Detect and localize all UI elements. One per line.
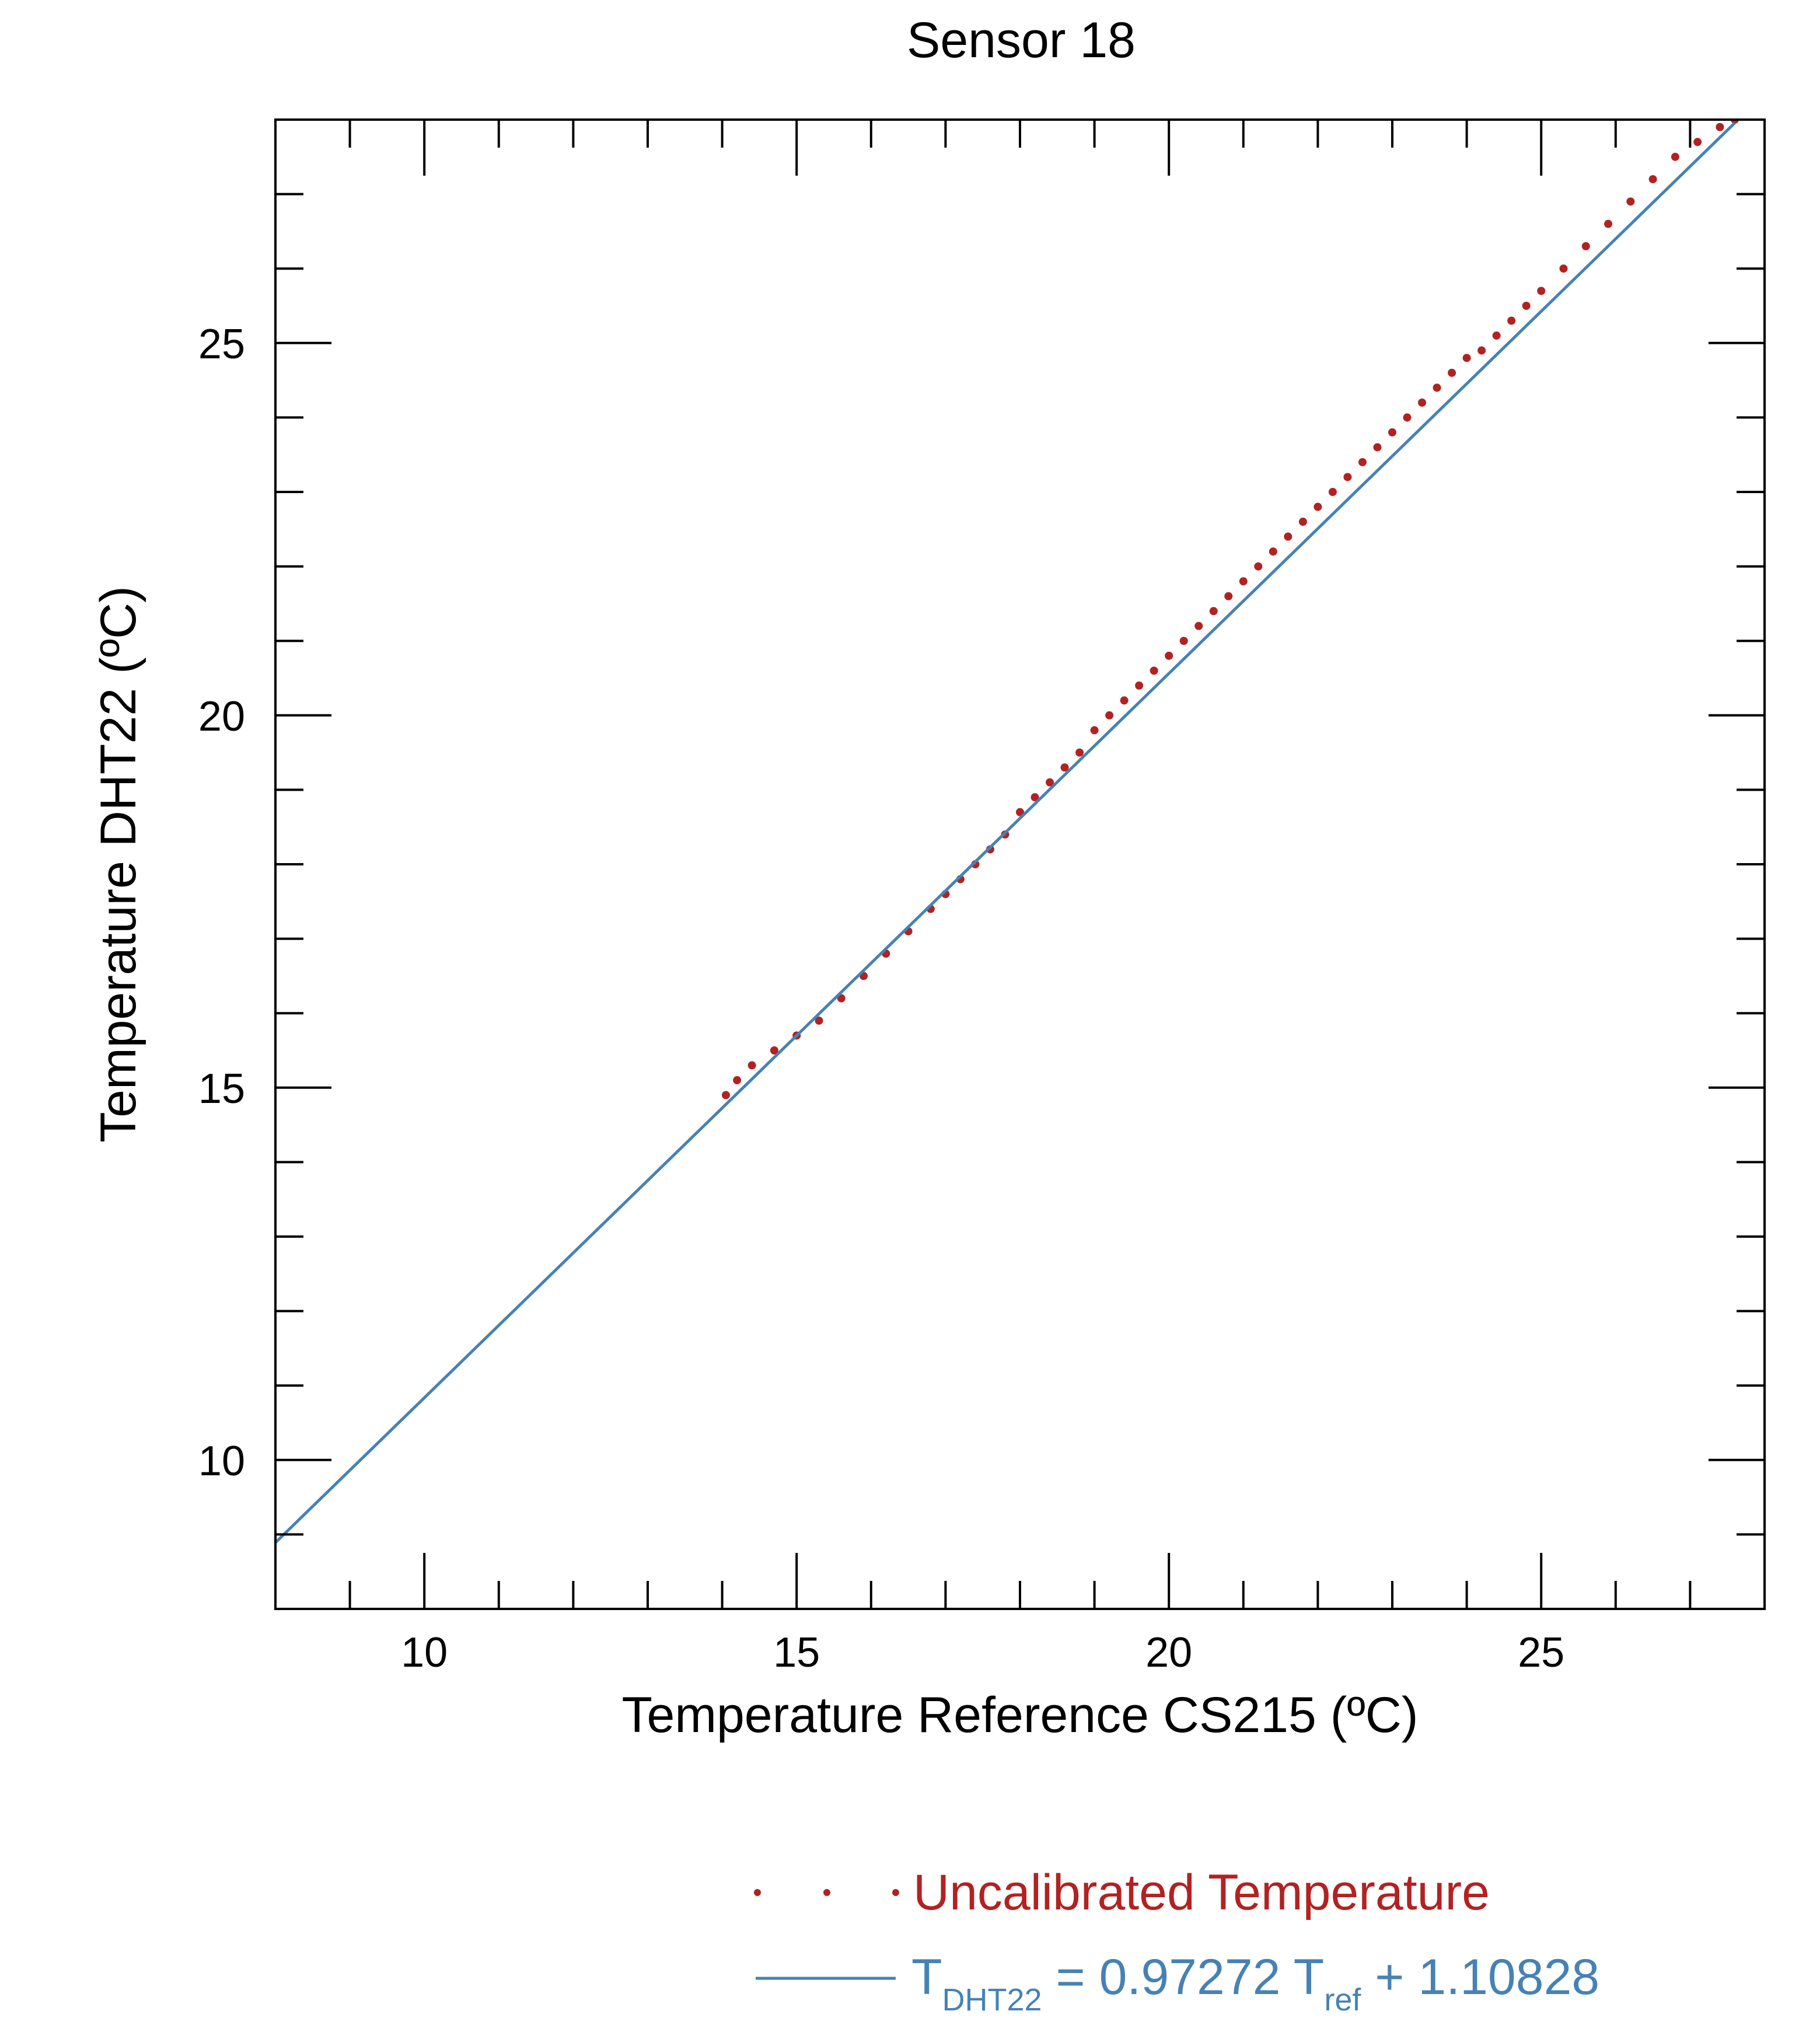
legend-line-eq-end: + 1.10828 bbox=[1361, 1949, 1599, 2005]
data-point bbox=[1626, 197, 1635, 206]
data-point bbox=[815, 1016, 823, 1025]
legend-points-marker bbox=[754, 1889, 899, 1896]
y-tick-label: 25 bbox=[198, 321, 245, 368]
data-point bbox=[1030, 793, 1039, 802]
y-tick-labels: 10 15 20 25 bbox=[198, 321, 245, 1485]
legend-point-3 bbox=[892, 1889, 899, 1896]
data-point bbox=[1507, 316, 1516, 325]
y-tick-label: 15 bbox=[198, 1066, 245, 1112]
fit-line-layer bbox=[275, 121, 1736, 1544]
data-point bbox=[1150, 666, 1158, 675]
data-point bbox=[1239, 577, 1248, 586]
data-point bbox=[1165, 651, 1173, 660]
data-point bbox=[1648, 175, 1657, 184]
data-point bbox=[1090, 726, 1099, 735]
data-point bbox=[1388, 428, 1396, 437]
y-tick-label: 20 bbox=[198, 693, 245, 740]
data-point bbox=[1016, 808, 1024, 816]
data-point bbox=[1135, 681, 1144, 690]
y-axis-label: Temperature DHT22 (ºC) bbox=[90, 586, 146, 1143]
fit-line bbox=[275, 121, 1736, 1544]
legend-line-T: T bbox=[911, 1949, 942, 2005]
data-point bbox=[1120, 696, 1129, 705]
data-point bbox=[1462, 354, 1471, 362]
data-point bbox=[1075, 748, 1084, 757]
axis-ticks bbox=[274, 118, 1766, 1610]
data-point bbox=[837, 994, 846, 1003]
data-point bbox=[1671, 152, 1679, 161]
data-point bbox=[1559, 264, 1568, 273]
data-point bbox=[1492, 331, 1501, 340]
data-point bbox=[1537, 287, 1546, 295]
data-point bbox=[1254, 562, 1263, 571]
data-point bbox=[1343, 473, 1352, 481]
data-point bbox=[1314, 502, 1322, 511]
chart-title: Sensor 18 bbox=[907, 12, 1136, 68]
legend-point-2 bbox=[823, 1889, 830, 1896]
data-point bbox=[1477, 346, 1486, 355]
data-point bbox=[1448, 368, 1456, 377]
x-tick-label: 15 bbox=[773, 1629, 820, 1676]
x-axis-label: Temperature Reference CS215 (ºC) bbox=[622, 1687, 1419, 1743]
y-tick-label: 10 bbox=[198, 1438, 245, 1485]
data-point bbox=[1693, 138, 1702, 146]
data-point bbox=[1716, 123, 1724, 131]
scatter-points bbox=[721, 120, 1739, 1099]
data-point bbox=[733, 1076, 742, 1085]
data-point bbox=[1403, 413, 1412, 422]
legend-line-label: TDHT22 = 0.97272 Tref + 1.10828 bbox=[911, 1949, 1599, 2017]
data-point bbox=[1179, 637, 1188, 645]
data-point bbox=[1328, 488, 1337, 496]
data-point bbox=[747, 1061, 756, 1070]
data-point bbox=[1522, 302, 1531, 310]
data-point bbox=[1581, 242, 1590, 250]
legend: Uncalibrated Temperature TDHT22 = 0.9727… bbox=[754, 1865, 1599, 2017]
data-point bbox=[1105, 711, 1114, 720]
x-tick-label: 25 bbox=[1518, 1629, 1564, 1676]
legend-point-1 bbox=[754, 1889, 761, 1896]
data-point bbox=[1209, 607, 1218, 616]
data-point bbox=[1269, 547, 1277, 556]
plot-frame bbox=[274, 118, 1766, 1610]
data-point bbox=[1224, 592, 1233, 600]
data-point bbox=[1433, 383, 1441, 392]
x-tick-label: 20 bbox=[1145, 1629, 1192, 1676]
data-point bbox=[1046, 778, 1054, 787]
data-point bbox=[1604, 219, 1613, 228]
legend-line-sub-ref: ref bbox=[1324, 1982, 1361, 2017]
data-point bbox=[1284, 532, 1292, 541]
data-point bbox=[770, 1046, 778, 1055]
data-point bbox=[1194, 622, 1203, 630]
legend-line-eq-mid: = 0.97272 T bbox=[1042, 1949, 1325, 2005]
data-point bbox=[1373, 443, 1382, 452]
legend-line-sub-dht22: DHT22 bbox=[942, 1982, 1042, 2017]
x-tick-labels: 10 15 20 25 bbox=[401, 1629, 1564, 1676]
x-tick-label: 10 bbox=[401, 1629, 448, 1676]
legend-points-label: Uncalibrated Temperature bbox=[913, 1865, 1490, 1921]
data-point bbox=[1298, 518, 1307, 526]
data-point bbox=[1418, 398, 1427, 407]
data-point bbox=[1060, 763, 1069, 772]
data-point bbox=[721, 1091, 730, 1099]
data-point bbox=[1358, 458, 1367, 466]
